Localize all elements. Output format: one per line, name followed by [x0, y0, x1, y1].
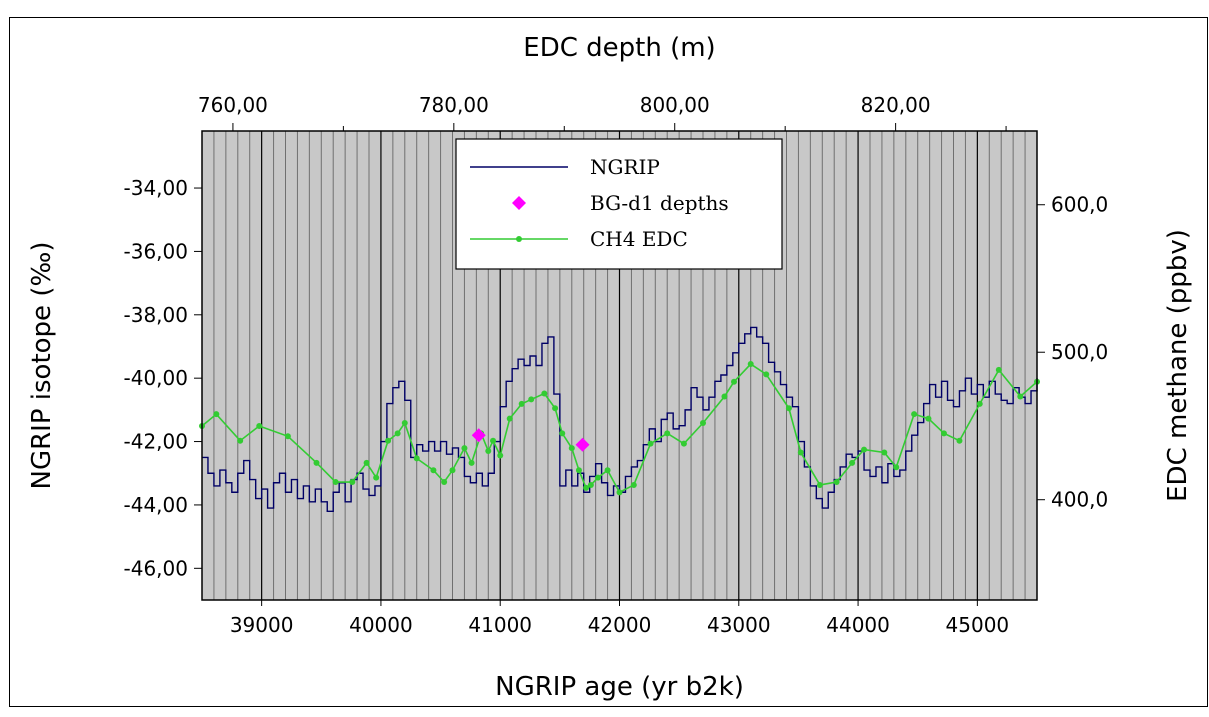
ch4-point: [747, 361, 754, 368]
x-tick-label: 40000: [349, 613, 413, 637]
ch4-point: [616, 489, 623, 496]
legend-box: [455, 138, 783, 270]
x-tick-label: 43000: [707, 613, 771, 637]
ch4-point: [816, 481, 823, 488]
x-axis-title: NGRIP age (yr b2k): [495, 672, 744, 702]
ch4-point: [976, 400, 983, 407]
top-tick-label: 780,00: [419, 93, 489, 117]
bg-d1-series: [471, 428, 590, 452]
x-tick-label: 41000: [468, 613, 532, 637]
ch4-point: [237, 437, 244, 444]
ch4-point: [630, 481, 637, 488]
top-tick-label: 800,00: [640, 93, 710, 117]
y-right-tick-label: 400,0: [1051, 488, 1108, 512]
ch4-point: [349, 479, 356, 486]
ch4-point: [785, 405, 792, 412]
x-tick-label: 39000: [230, 613, 294, 637]
ch4-point: [401, 420, 408, 427]
top-tick-label: 760,00: [198, 93, 268, 117]
ch4-point: [284, 433, 291, 440]
ch4-point: [506, 415, 513, 422]
y-left-axis-title: NGRIP isotope (‰): [27, 242, 57, 490]
ch4-point: [940, 430, 947, 437]
ch4-point: [385, 437, 392, 444]
y-left-tick-label: -38,00: [124, 303, 188, 327]
ch4-point: [518, 400, 525, 407]
ch4-point: [995, 366, 1002, 373]
legend-label: NGRIP: [590, 155, 660, 179]
ch4-point: [213, 411, 220, 418]
ch4-point: [849, 459, 856, 466]
ch4-point: [441, 479, 448, 486]
ch4-point: [528, 396, 535, 403]
ch4-point: [332, 479, 339, 486]
ch4-point: [461, 445, 468, 452]
y-left-tick-label: -40,00: [124, 366, 188, 390]
legend-label: CH4 EDC: [590, 227, 688, 251]
ch4-point: [430, 467, 437, 474]
legend-bg-d1-swatch: [512, 196, 526, 210]
ch4-point: [664, 430, 671, 437]
legend-label: BG-d1 depths: [590, 191, 729, 215]
legend: NGRIP BG-d1 depths CH4 EDC: [455, 138, 783, 270]
ch4-point: [833, 479, 840, 486]
ch4-point: [925, 415, 932, 422]
bg-d1-point: [471, 428, 486, 443]
y-left-tick-label: -44,00: [124, 493, 188, 517]
ch4-point: [956, 437, 963, 444]
ch4-point: [373, 474, 380, 481]
ch4-point: [1017, 393, 1024, 400]
ch4-point: [911, 411, 918, 418]
ch4-point: [797, 449, 804, 456]
ch4-point: [541, 390, 548, 397]
y-left-tick-label: -46,00: [124, 556, 188, 580]
ch4-point: [559, 430, 566, 437]
x-tick-label: 45000: [946, 613, 1010, 637]
ch4-point: [485, 448, 492, 455]
ch4-point: [394, 430, 401, 437]
ch4-point: [595, 474, 602, 481]
ch4-point: [575, 467, 582, 474]
bg-d1-point: [575, 437, 590, 452]
y-left-tick-label: -34,00: [124, 176, 188, 200]
ch4-point: [583, 484, 590, 491]
vertical-gridlines: [201, 131, 1038, 600]
top-tick-label: 820,00: [861, 93, 931, 117]
x-tick-label: 44000: [826, 613, 890, 637]
ch4-point: [731, 378, 738, 385]
y-left-tick-label: -36,00: [124, 239, 188, 263]
ch4-point: [568, 445, 575, 452]
y-right-axis-title: EDC methane (ppbv): [1163, 229, 1193, 502]
ch4-point: [313, 459, 320, 466]
ch4-point: [881, 449, 888, 456]
axes: 39000 40000 41000 42000 43000 44000 45000 NGRIP…: [27, 33, 1193, 702]
ch4-point: [700, 420, 706, 427]
y-left-tick-label: -42,00: [124, 430, 188, 454]
ch4-point: [680, 440, 687, 447]
ch4-edc-series: [199, 361, 1040, 496]
x-tick-label: 42000: [588, 613, 652, 637]
ch4-point: [468, 459, 475, 466]
ch4-point: [604, 467, 611, 474]
top-axis-title: EDC depth (m): [523, 33, 715, 63]
ch4-point: [497, 452, 504, 459]
ch4-point: [363, 459, 370, 466]
ch4-point: [256, 422, 263, 429]
ch4-point: [552, 405, 559, 412]
ch4-point: [449, 467, 456, 474]
y-right-tick-label: 600,0: [1051, 193, 1108, 217]
ch4-point: [647, 440, 654, 447]
ch4-point: [763, 371, 770, 378]
ch4-point: [490, 437, 497, 444]
ch4-point: [413, 455, 420, 462]
ch4-point: [861, 446, 868, 453]
ch4-point: [587, 481, 594, 488]
ch4-point: [893, 464, 900, 471]
ch4-point: [721, 393, 728, 400]
y-right-tick-label: 500,0: [1051, 340, 1108, 364]
legend-ch4-marker: [516, 236, 522, 242]
